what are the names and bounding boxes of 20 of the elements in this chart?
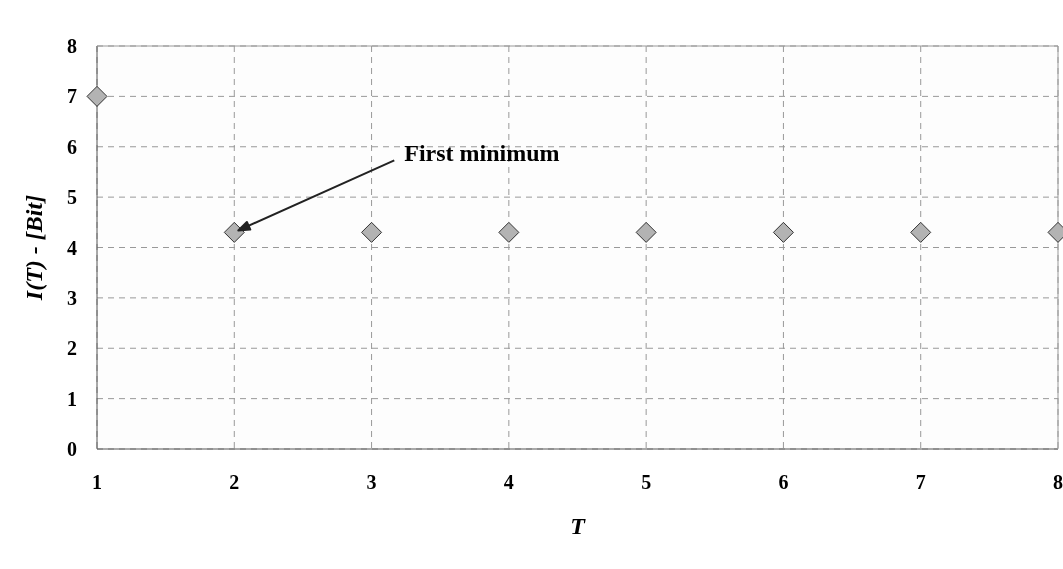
x-tick-label: 4 [503, 471, 514, 493]
x-tick-label: 3 [366, 471, 377, 493]
y-tick-label: 5 [67, 186, 77, 209]
x-axis-title: T [570, 513, 587, 539]
y-tick-label: 4 [67, 236, 77, 259]
x-tick-label: 8 [1053, 471, 1063, 493]
annotation: First minimum [404, 139, 560, 166]
x-tick-label: 5 [641, 471, 652, 493]
y-tick-label: 0 [67, 438, 77, 460]
y-tick-label: 6 [67, 135, 77, 158]
y-axis-title: I(T) - [Bit] [21, 194, 47, 302]
y-tick-label: 1 [67, 387, 77, 410]
x-tick-label: 6 [778, 471, 789, 493]
x-tick-label: 2 [229, 471, 240, 493]
x-tick-label: 1 [92, 471, 102, 493]
y-tick-label: 8 [67, 35, 77, 57]
x-tick-label: 7 [915, 471, 926, 493]
y-tick-label: 3 [67, 286, 77, 309]
y-tick-label: 7 [67, 85, 77, 108]
y-tick-label: 2 [67, 337, 77, 360]
